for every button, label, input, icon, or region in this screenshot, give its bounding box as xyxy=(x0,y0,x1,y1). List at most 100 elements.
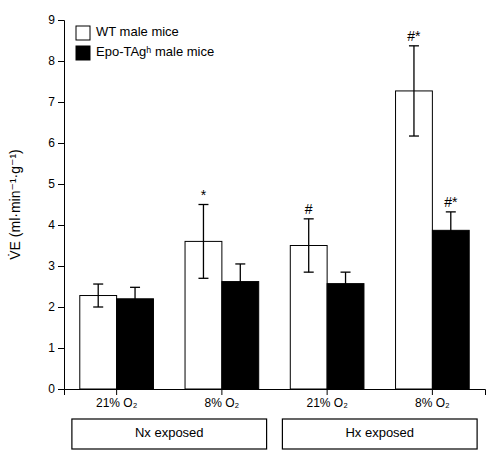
y-tick: 1 xyxy=(48,341,64,355)
error-bar-cap xyxy=(93,306,103,307)
error-bar xyxy=(341,272,351,295)
error-bar-cap xyxy=(130,287,140,288)
y-tick-label: 7 xyxy=(48,95,55,109)
error-bar-cap xyxy=(409,135,419,136)
group-label: Nx exposed xyxy=(135,425,204,440)
y-tick: 5 xyxy=(48,177,64,191)
legend-swatch xyxy=(76,46,90,60)
y-tick: 4 xyxy=(48,218,64,232)
y-tick-label: 5 xyxy=(48,177,55,191)
error-bar-cap xyxy=(304,218,314,219)
y-tick-label: 8 xyxy=(48,54,55,68)
error-bar xyxy=(235,264,245,299)
legend-item: WT male mice xyxy=(76,24,179,40)
x-tick: 21% O₂ xyxy=(306,389,348,410)
y-tick: 3 xyxy=(48,259,64,273)
y-tick: 0 xyxy=(48,382,64,396)
x-axis-line xyxy=(65,390,486,396)
bar xyxy=(327,284,364,389)
y-tick-label: 2 xyxy=(48,300,55,314)
error-bar-stem xyxy=(203,205,204,279)
bar xyxy=(80,296,117,389)
x-tick: 8% O₂ xyxy=(415,389,450,410)
y-tick: 9 xyxy=(48,13,64,27)
y-axis-title: V̇E (ml·min⁻¹·g⁻¹) xyxy=(7,149,23,259)
error-bar-cap xyxy=(409,45,419,46)
error-bar-cap xyxy=(198,278,208,279)
error-bar-stem xyxy=(345,272,346,295)
error-bar xyxy=(198,205,208,279)
legend-label: Epo-TAgʰ male mice xyxy=(96,44,214,59)
series xyxy=(117,212,470,389)
error-bar-stem xyxy=(450,212,451,249)
annotation: #* xyxy=(407,28,421,44)
x-tick-mark xyxy=(327,389,328,395)
error-bar-stem xyxy=(134,287,135,310)
error-bar-stem xyxy=(308,219,309,272)
y-tick: 7 xyxy=(48,95,64,109)
x-tick-mark xyxy=(116,389,117,395)
x-tick-label: 21% O₂ xyxy=(96,396,138,410)
annotations: * # #* #* xyxy=(201,28,458,217)
y-tick: 8 xyxy=(48,54,64,68)
error-bar-cap xyxy=(235,263,245,264)
annotation: # xyxy=(305,201,313,217)
x-tick: 8% O₂ xyxy=(205,389,240,410)
y-tick-mark xyxy=(58,20,64,21)
error-bar-cap xyxy=(341,294,351,295)
y-tick-label: 0 xyxy=(48,382,55,396)
error-bar xyxy=(93,284,103,307)
error-bar-cap xyxy=(446,248,456,249)
legend-swatch xyxy=(76,26,90,40)
x-tick-mark xyxy=(221,389,222,395)
error-bar xyxy=(304,219,314,272)
x-axis: 21% O₂ 8% O₂ 21% O₂ 8% O₂ xyxy=(65,389,486,410)
y-tick-mark xyxy=(58,143,64,144)
y-tick: 6 xyxy=(48,136,64,150)
bar xyxy=(432,230,469,389)
group-box xyxy=(72,419,267,449)
annotation: #* xyxy=(444,194,458,210)
group-box xyxy=(282,419,477,449)
y-tick-mark xyxy=(58,184,64,185)
error-bar-cap xyxy=(446,211,456,212)
y-tick-mark xyxy=(58,266,64,267)
marks xyxy=(80,46,469,389)
category-groups: Nx exposed Hx exposed xyxy=(72,419,477,449)
series xyxy=(80,46,433,389)
legend: WT male mice Epo-TAgʰ male mice xyxy=(76,24,214,60)
x-tick-label: 8% O₂ xyxy=(415,396,450,410)
x-tick-mark xyxy=(432,389,433,395)
plot: 0 1 2 3 4 5 6 7 8 9 21% O₂ 8% O₂ 21% O₂ 8% O₂ * # #* #* WT… xyxy=(48,13,485,449)
error-bar-cap xyxy=(130,310,140,311)
bar xyxy=(117,299,154,389)
chart: 0 1 2 3 4 5 6 7 8 9 21% O₂ 8% O₂ 21% O₂ 8% O₂ * # #* #* WT… xyxy=(0,0,500,471)
error-bar xyxy=(409,46,419,136)
y-tick-mark xyxy=(58,348,64,349)
y-tick-label: 1 xyxy=(48,341,55,355)
error-bar xyxy=(446,212,456,249)
y-axis: 0 1 2 3 4 5 6 7 8 9 xyxy=(48,13,64,396)
y-tick: 2 xyxy=(48,300,64,314)
legend-item: Epo-TAgʰ male mice xyxy=(76,44,214,60)
y-tick-label: 4 xyxy=(48,218,55,232)
y-tick-label: 3 xyxy=(48,259,55,273)
y-tick-mark xyxy=(58,225,64,226)
error-bar-cap xyxy=(341,271,351,272)
group-label: Hx exposed xyxy=(345,425,414,440)
x-tick-label: 8% O₂ xyxy=(205,396,240,410)
y-tick-mark xyxy=(58,389,64,390)
error-bar-cap xyxy=(235,299,245,300)
y-tick-mark xyxy=(58,61,64,62)
y-tick-label: 6 xyxy=(48,136,55,150)
legend-label: WT male mice xyxy=(96,24,179,39)
annotation: * xyxy=(201,187,207,203)
error-bar-cap xyxy=(304,271,314,272)
error-bar-stem xyxy=(98,284,99,307)
error-bar-cap xyxy=(198,204,208,205)
y-tick-mark xyxy=(58,307,64,308)
y-tick-label: 9 xyxy=(48,13,55,27)
x-tick: 21% O₂ xyxy=(96,389,138,410)
error-bar xyxy=(130,287,140,310)
y-axis-line xyxy=(58,21,65,390)
